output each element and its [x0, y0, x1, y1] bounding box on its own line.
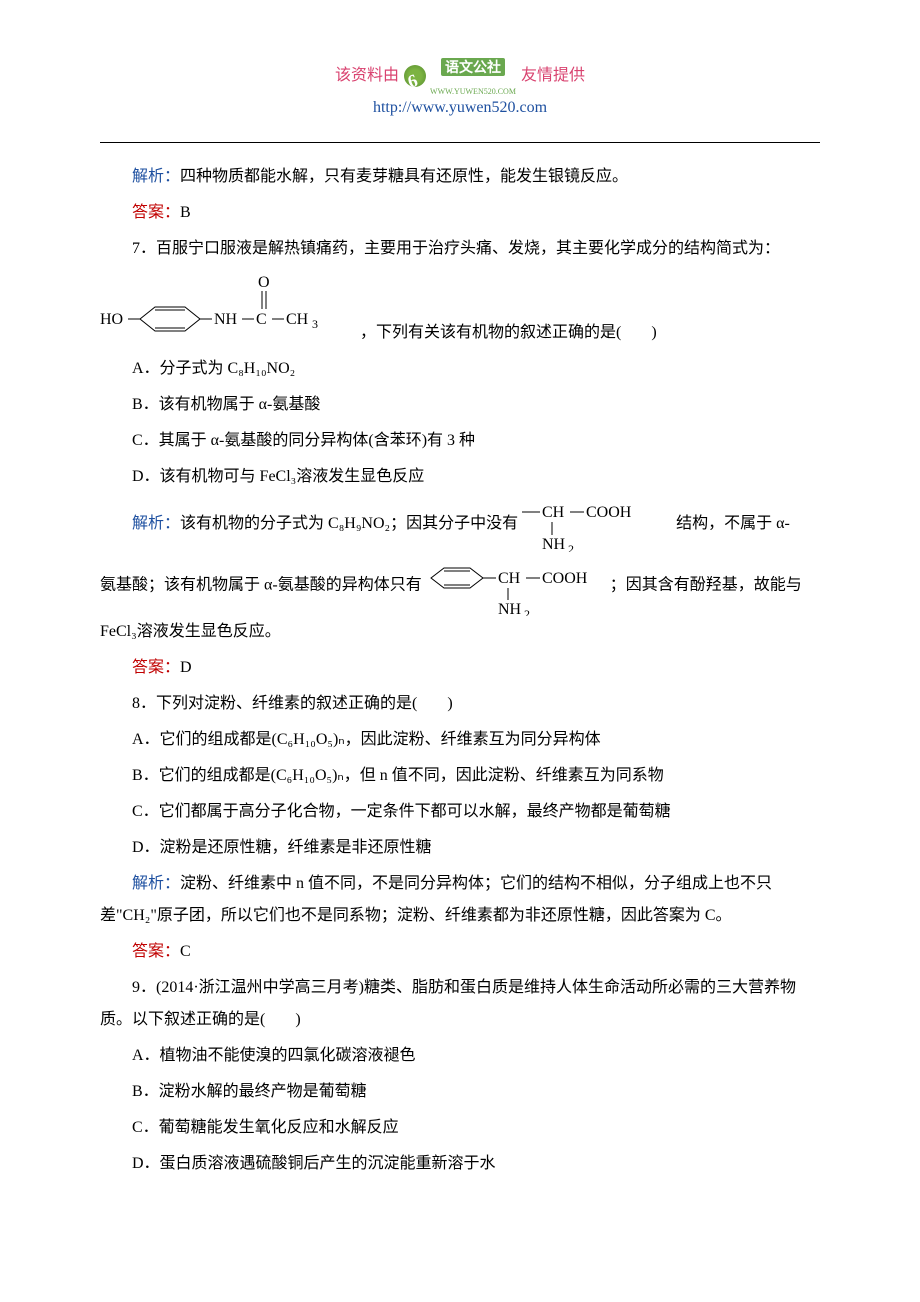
- q9-optB: B．淀粉水解的最终产物是葡萄糖: [100, 1076, 820, 1108]
- answer-label: 答案：: [132, 659, 180, 676]
- analysis-text: 淀粉、纤维素中 n 值不同，不是同分异构体；它们的结构不相似，分子组成上也不只差…: [100, 875, 772, 924]
- q9-stem: 9．(2014·浙江温州中学高三月考)糖类、脂肪和蛋白质是维持人体生命活动所必需…: [100, 972, 820, 1036]
- q9-optA: A．植物油不能使溴的四氯化碳溶液褪色: [100, 1040, 820, 1072]
- header-prefix: 该资料由: [335, 60, 399, 92]
- header-url: http://www.yuwen520.com: [100, 92, 820, 124]
- answer-label: 答案：: [132, 943, 180, 960]
- q6-answer: 答案：B: [100, 197, 820, 229]
- site-logo: 语文公社 WWW.YUWEN520.COM: [404, 64, 516, 88]
- analysis-part3: 氨基酸；该有机物属于 α-氨基酸的异构体只有: [100, 577, 422, 594]
- svg-text:CH: CH: [286, 311, 309, 328]
- logo-text: 语文公社: [441, 58, 505, 76]
- svg-text:C: C: [256, 311, 267, 328]
- q7-optA: A．分子式为 C₈H₁₀NO₂: [100, 353, 820, 385]
- answer-value: C: [180, 943, 191, 960]
- answer-label: 答案：: [132, 204, 180, 221]
- q7-optB: B．该有机物属于 α-氨基酸: [100, 389, 820, 421]
- svg-text:NH: NH: [214, 311, 238, 328]
- q8-analysis: 解析：淀粉、纤维素中 n 值不同，不是同分异构体；它们的结构不相似，分子组成上也…: [100, 868, 820, 932]
- q7-optD: D．该有机物可与 FeCl₃溶液发生显色反应: [100, 461, 820, 493]
- divider: [100, 142, 820, 143]
- q7-after-struct: ，下列有关该有机物的叙述正确的是(): [360, 317, 657, 349]
- analysis-text: 四种物质都能水解，只有麦芽糖具有还原性，能发生银镜反应。: [180, 168, 628, 185]
- logo-swirl-icon: [404, 65, 426, 87]
- phenyl-alpha-amino: CH COOH NH 2: [426, 556, 606, 616]
- q6-analysis: 解析：四种物质都能水解，只有麦芽糖具有还原性，能发生银镜反应。: [100, 161, 820, 193]
- q8-stem: 8．下列对淀粉、纤维素的叙述正确的是(): [100, 688, 820, 720]
- svg-text:NH: NH: [542, 536, 566, 552]
- alpha-amino-fragment: CH COOH NH 2: [522, 497, 672, 552]
- analysis-part1: 该有机物的分子式为 C₈H₉NO₂；因其分子中没有: [180, 515, 518, 532]
- svg-text:CH: CH: [498, 570, 521, 587]
- page-header: 该资料由 语文公社 WWW.YUWEN520.COM 友情提供 http://w…: [100, 60, 820, 124]
- svg-text:COOH: COOH: [542, 570, 588, 587]
- q7-structure-row: HO NH C O CH 3 ，下列有关该有机物的叙述正确的是(): [100, 269, 820, 349]
- analysis-label: 解析：: [132, 515, 180, 532]
- analysis-label: 解析：: [132, 875, 180, 892]
- q8-optB: B．它们的组成都是(C₆H₁₀O₅)ₙ，但 n 值不同，因此淀粉、纤维素互为同系…: [100, 760, 820, 792]
- q7-optC: C．其属于 α-氨基酸的同分异构体(含苯环)有 3 种: [100, 425, 820, 457]
- q7-answer: 答案：D: [100, 652, 820, 684]
- analysis-part2: 结构，不属于 α-: [676, 515, 790, 532]
- q8-optA: A．它们的组成都是(C₆H₁₀O₅)ₙ，因此淀粉、纤维素互为同分异构体: [100, 724, 820, 756]
- q7-stem: 7．百服宁口服液是解热镇痛药，主要用于治疗头痛、发烧，其主要化学成分的结构简式为…: [100, 233, 820, 265]
- q8-answer: 答案：C: [100, 936, 820, 968]
- q8-optD: D．淀粉是还原性糖，纤维素是非还原性糖: [100, 832, 820, 864]
- paracetamol-structure: HO NH C O CH 3: [100, 269, 360, 349]
- q8-optC: C．它们都属于高分子化合物，一定条件下都可以水解，最终产物都是葡萄糖: [100, 796, 820, 828]
- svg-text:2: 2: [568, 542, 574, 552]
- svg-text:NH: NH: [498, 601, 522, 616]
- q7-analysis-block: 解析：该有机物的分子式为 C₈H₉NO₂；因其分子中没有 CH COOH NH …: [100, 497, 820, 648]
- svg-text:CH: CH: [542, 504, 565, 521]
- q9-optC: C．葡萄糖能发生氧化反应和水解反应: [100, 1112, 820, 1144]
- svg-text:3: 3: [312, 317, 318, 331]
- svg-text:HO: HO: [100, 311, 123, 328]
- svg-text:O: O: [258, 274, 270, 291]
- answer-value: D: [180, 659, 192, 676]
- header-suffix: 友情提供: [521, 60, 585, 92]
- answer-value: B: [180, 204, 191, 221]
- q9-optD: D．蛋白质溶液遇硫酸铜后产生的沉淀能重新溶于水: [100, 1148, 820, 1180]
- svg-text:COOH: COOH: [586, 504, 632, 521]
- svg-text:2: 2: [524, 607, 530, 616]
- analysis-label: 解析：: [132, 168, 180, 185]
